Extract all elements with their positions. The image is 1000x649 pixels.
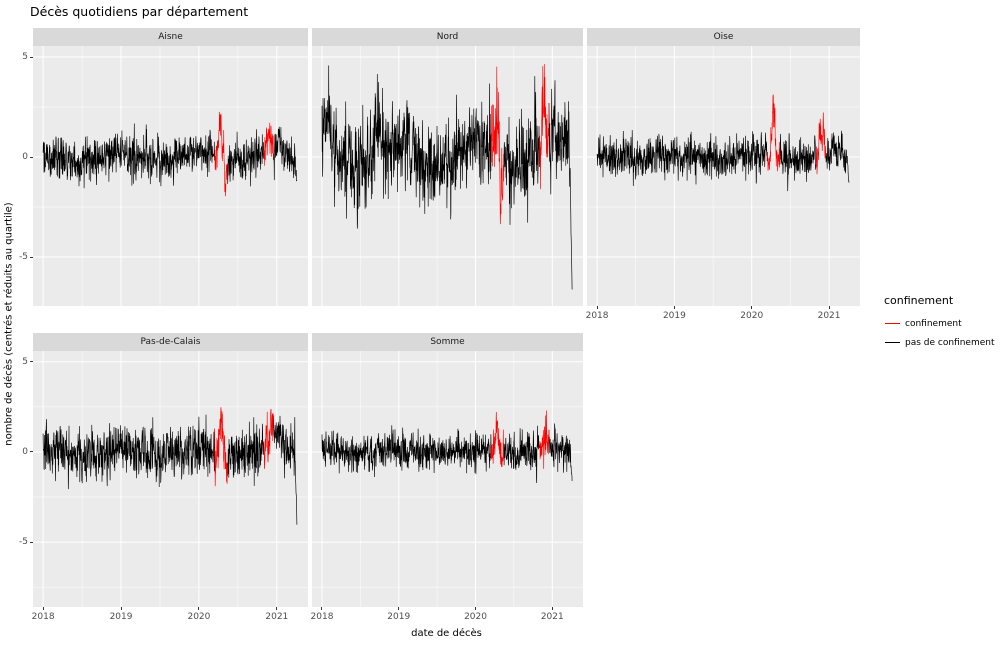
x-tick-label: 2019 [387,612,411,622]
x-tick-label: 2020 [740,311,764,321]
x-axis-tick [475,607,477,610]
y-tick-label: 0 [22,447,28,457]
x-axis-tick [596,306,598,309]
y-axis-tick [30,361,33,363]
y-tick-label: -5 [19,537,28,547]
legend-key-red-line-icon [884,315,901,332]
x-tick-label: 2020 [464,612,487,622]
x-axis-tick [751,306,753,309]
y-axis-tick [30,451,33,453]
legend-entry-pas-de-confinement: pas de confinement [884,333,995,352]
y-axis-tick [30,256,33,258]
x-axis-tick [828,306,830,309]
x-tick-label: 2018 [585,311,609,321]
x-axis-tick [120,607,122,610]
x-tick-label: 2018 [31,612,55,622]
y-axis-tick [30,541,33,543]
legend-entry-label: pas de confinement [905,337,995,348]
facet-panel-pas-de-calais [33,351,308,607]
x-axis-tick [42,607,44,610]
y-tick-label: -5 [19,252,28,262]
facet-panel-somme [312,351,583,607]
y-axis-tick [30,156,33,158]
facet-strip-oise: Oise [587,28,860,46]
x-tick-label: 2018 [310,612,334,622]
x-axis-tick [321,607,323,610]
facet-panel-aisne [33,46,308,306]
y-tick-label: 5 [22,52,28,62]
legend-entry-confinement: confinement [884,314,995,333]
x-axis-tick [276,607,278,610]
x-tick-label: 2021 [540,612,564,622]
y-tick-label: 0 [22,152,28,162]
x-tick-label: 2021 [817,311,841,321]
x-tick-label: 2019 [109,612,133,622]
facet-strip-aisne: Aisne [33,28,308,46]
legend-title: confinement [884,294,954,307]
facet-strip-label: Oise [713,32,734,42]
x-tick-label: 2021 [265,612,289,622]
legend-entry-label: confinement [905,318,962,329]
facet-panel-oise [587,46,860,306]
y-axis-title: nombre de décès (centrés et réduits au q… [3,202,15,446]
facet-strip-somme: Somme [312,333,583,351]
facet-strip-label: Aisne [158,32,183,42]
x-tick-label: 2020 [187,612,211,622]
x-tick-label: 2019 [662,311,686,321]
x-axis-tick [398,607,400,610]
x-axis-tick [551,607,553,610]
facet-strip-nord: Nord [312,28,583,46]
x-axis-title: date de décès [411,628,482,639]
y-tick-label: 5 [22,357,28,367]
facet-panel-nord [312,46,583,306]
x-axis-tick [198,607,200,610]
y-axis-tick [30,56,33,58]
legend-key-black-line-icon [884,334,901,351]
legend: confinement confinement pas de confineme… [884,294,995,352]
facet-strip-pas-de-calais: Pas-de-Calais [33,333,308,351]
facet-strip-label: Somme [430,337,465,347]
x-axis-tick [673,306,675,309]
chart-title: Décès quotidiens par département [30,4,249,19]
facet-strip-label: Pas-de-Calais [140,337,201,347]
facet-strip-label: Nord [436,32,459,42]
